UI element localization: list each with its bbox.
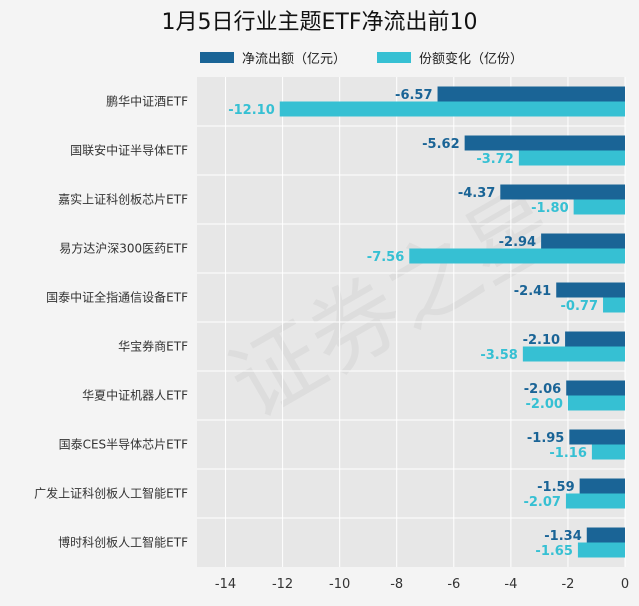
data-label-outflow: -2.94 [499,235,536,250]
data-label-outflow: -1.34 [544,529,581,544]
bar-outflow [437,86,625,102]
data-label-share-change: -1.16 [549,446,586,461]
legend-swatch-share-change [377,51,411,63]
bar-outflow [565,331,625,347]
legend-swatch-outflow [200,51,234,63]
bar-outflow [541,233,625,249]
bar-share-change [591,444,625,460]
bar-share-change [409,248,625,264]
data-label-outflow: -4.37 [458,186,495,201]
category-label: 嘉实上证科创板芯片ETF [58,192,188,207]
category-label: 广发上证科创板人工智能ETF [34,486,188,501]
category-label: 国泰中证全指通信设备ETF [46,290,188,305]
x-tick-label: -8 [390,577,403,592]
data-label-share-change: -1.80 [531,201,568,216]
bar-outflow [569,429,625,445]
data-label-share-change: -1.65 [535,544,572,559]
category-label: 国联安中证半导体ETF [70,143,188,158]
category-label: 博时科创板人工智能ETF [58,535,188,550]
data-label-share-change: -3.58 [480,348,517,363]
data-label-share-change: -7.56 [367,250,404,265]
data-label-share-change: -2.00 [525,397,562,412]
category-label: 华宝券商ETF [118,339,188,354]
data-label-outflow: -2.10 [523,333,560,348]
bar-share-change [279,101,625,117]
category-label: 鹏华中证酒ETF [106,94,188,109]
bar-outflow [566,380,625,396]
data-label-share-change: -0.77 [561,299,598,314]
x-tick-label: -6 [447,577,460,592]
bar-share-change [573,199,625,215]
data-label-outflow: -2.41 [514,284,551,299]
legend-item-outflow: 净流出额（亿元） [200,47,346,67]
legend-item-share-change: 份额变化（亿份） [377,47,523,67]
bar-share-change [577,542,625,558]
category-label: 易方达沪深300医药ETF [59,241,188,256]
x-tick-label: -4 [504,577,517,592]
bar-share-change [522,346,625,362]
data-label-share-change: -2.07 [523,495,560,510]
bar-outflow [464,135,625,151]
chart-title: 1月5日行业主题ETF净流出前10 [161,10,478,35]
x-tick-label: -10 [329,577,350,592]
data-label-outflow: -1.95 [527,431,564,446]
x-tick-label: -12 [272,577,293,592]
bar-share-change [565,493,625,509]
bar-share-change [567,395,625,411]
category-label: 华夏中证机器人ETF [82,388,188,403]
data-label-share-change: -12.10 [228,103,275,118]
x-tick-label: 0 [621,577,629,592]
data-label-outflow: -5.62 [422,137,459,152]
x-tick-label: -14 [215,577,236,592]
data-label-outflow: -6.57 [395,88,432,103]
data-label-share-change: -3.72 [476,152,513,167]
bar-share-change [603,297,625,313]
bar-outflow [586,527,625,543]
x-tick-label: -2 [561,577,574,592]
data-label-outflow: -2.06 [524,382,561,397]
legend-label-outflow: 净流出额（亿元） [242,51,347,67]
legend-label-share-change: 份额变化（亿份） [419,51,524,67]
data-label-outflow: -1.59 [537,480,574,495]
bar-outflow [500,184,625,200]
category-label: 国泰CES半导体芯片ETF [59,438,188,452]
bar-outflow [556,282,625,298]
legend: 净流出额（亿元） 份额变化（亿份） [0,47,639,67]
bar-outflow [579,478,625,494]
bar-share-change [518,150,625,166]
